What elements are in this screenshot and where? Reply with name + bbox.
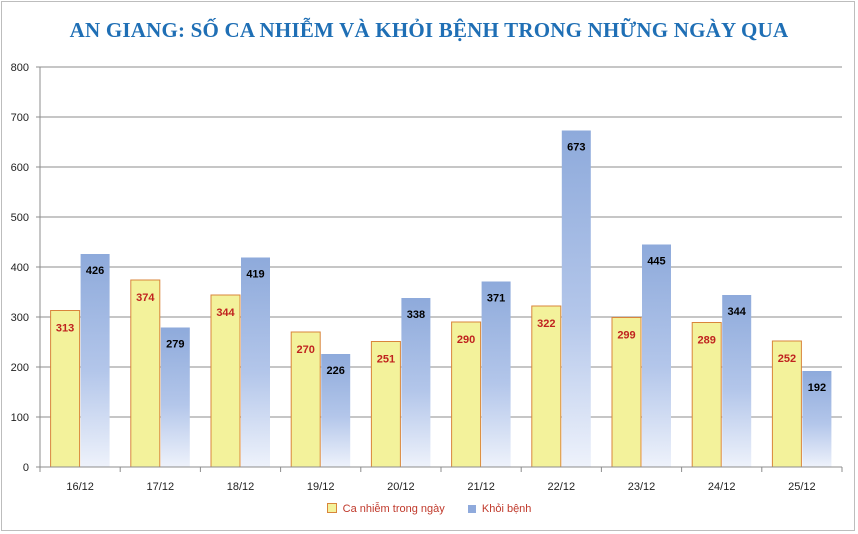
bar-infected	[531, 305, 562, 468]
x-tick-label: 18/12	[227, 481, 255, 493]
data-label-infected: 313	[56, 323, 74, 335]
y-tick-label: 600	[11, 162, 29, 174]
data-label-infected: 344	[216, 307, 235, 319]
x-tick-label: 23/12	[628, 481, 656, 493]
data-label-recovered: 445	[647, 256, 665, 268]
legend-label-infected: Ca nhiễm trong ngày	[342, 503, 445, 515]
data-label-infected: 322	[537, 318, 555, 330]
x-tick-label: 16/12	[66, 481, 94, 493]
data-label-infected: 251	[377, 354, 395, 366]
bar-infected	[691, 322, 722, 468]
data-label-recovered: 426	[86, 265, 104, 277]
legend-swatch-recovered	[467, 505, 476, 513]
data-label-recovered: 344	[728, 306, 747, 318]
x-tick-label: 22/12	[548, 481, 576, 493]
bar-recovered	[561, 130, 591, 467]
bar-recovered	[802, 371, 832, 467]
x-tick-label: 19/12	[307, 481, 335, 493]
y-tick-label: 400	[11, 262, 29, 274]
legend-swatch-infected	[326, 503, 337, 513]
bar-infected	[370, 341, 401, 468]
data-label-infected: 289	[698, 335, 716, 347]
bar-recovered	[80, 254, 110, 467]
data-label-recovered: 338	[407, 309, 425, 321]
x-tick-label: 17/12	[147, 481, 175, 493]
bar-recovered	[481, 281, 511, 467]
bar-infected	[130, 279, 161, 468]
bar-recovered	[642, 244, 671, 467]
y-tick-label: 800	[11, 62, 29, 74]
data-label-recovered: 419	[246, 269, 264, 281]
x-tick-label: 21/12	[467, 481, 495, 493]
legend-item-recovered: Khỏi bệnh	[467, 503, 532, 515]
bar-infected	[290, 331, 321, 468]
bar-infected	[50, 310, 81, 468]
x-tick-label: 24/12	[708, 481, 736, 493]
bar-recovered	[401, 298, 431, 467]
bar-infected	[611, 317, 642, 468]
legend-item-infected: Ca nhiễm trong ngày	[326, 503, 445, 515]
bar-recovered	[160, 327, 190, 467]
data-label-recovered: 226	[327, 365, 345, 377]
data-label-infected: 290	[457, 334, 475, 346]
bar-infected	[210, 294, 241, 468]
y-tick-label: 0	[23, 462, 29, 474]
y-tick-label: 500	[11, 212, 29, 224]
bar-infected	[771, 340, 802, 468]
y-tick-label: 200	[11, 362, 29, 374]
chart-title: AN GIANG: SỐ CA NHIỄM VÀ KHỎI BỆNH TRONG…	[69, 18, 789, 42]
data-label-infected: 299	[617, 330, 635, 342]
x-tick-label: 25/12	[788, 481, 816, 493]
bar-recovered	[722, 295, 752, 467]
y-tick-label: 300	[11, 312, 29, 324]
data-label-infected: 374	[136, 292, 155, 304]
y-tick-label: 700	[11, 112, 29, 124]
y-tick-label: 100	[11, 412, 29, 424]
x-tick-label: 20/12	[387, 481, 415, 493]
data-label-infected: 252	[778, 353, 796, 365]
bar-recovered	[321, 354, 351, 467]
legend-label-recovered: Khỏi bệnh	[481, 503, 532, 515]
data-label-recovered: 279	[166, 339, 184, 351]
data-label-infected: 270	[297, 344, 315, 356]
data-label-recovered: 371	[487, 293, 505, 305]
legend: Ca nhiễm trong ngày Khỏi bệnh	[0, 503, 858, 515]
data-label-recovered: 673	[567, 142, 585, 154]
data-label-recovered: 192	[808, 382, 826, 394]
bar-infected	[451, 321, 482, 468]
bar-recovered	[241, 257, 270, 467]
